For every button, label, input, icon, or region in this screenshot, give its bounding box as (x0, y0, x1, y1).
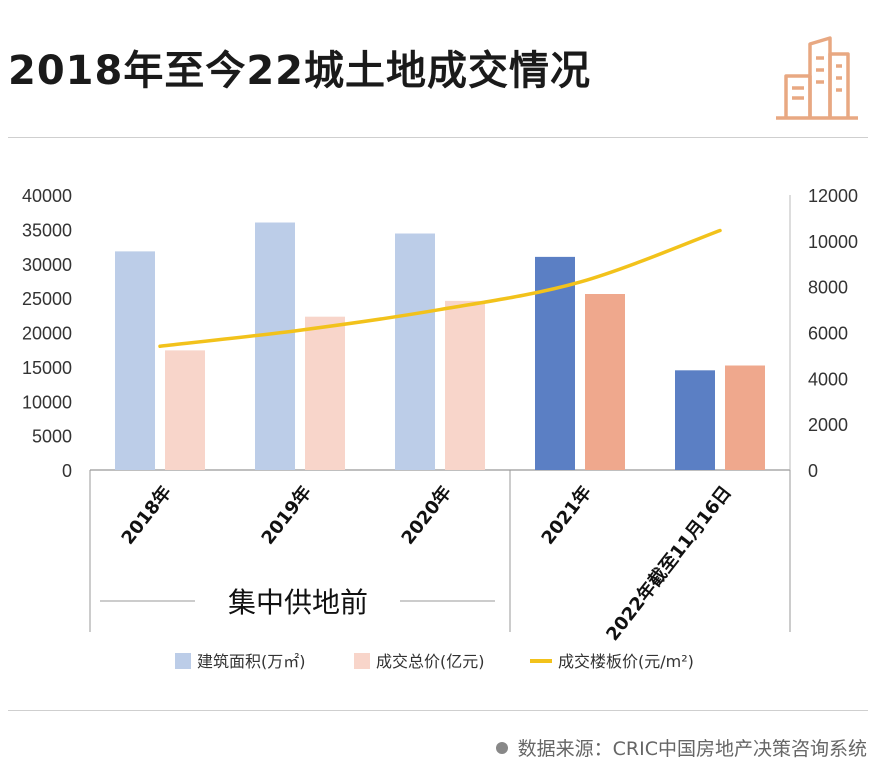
x-tick-label: 2022年截至11月16日 (602, 482, 736, 645)
y-left-tick-label: 25000 (22, 289, 72, 309)
x-tick-label: 2021年 (537, 482, 596, 549)
y-left-tick-label: 5000 (32, 427, 72, 447)
source-text: 数据来源：CRIC中国房地产决策咨询系统 (517, 738, 867, 760)
bar (445, 300, 485, 470)
bar (165, 350, 205, 470)
legend-swatch (175, 653, 191, 669)
footer-divider (8, 710, 868, 711)
bar (585, 294, 625, 470)
legend-label: 成交总价(亿元) (376, 652, 485, 671)
y-left-tick-label: 20000 (22, 324, 72, 344)
y-right-tick-label: 6000 (808, 324, 848, 344)
y-right-tick-label: 2000 (808, 415, 848, 435)
y-left-tick-label: 30000 (22, 255, 72, 275)
legend-label: 成交楼板价(元/m²) (558, 652, 694, 671)
bar (255, 222, 295, 470)
y-left-tick-label: 40000 (22, 186, 72, 206)
series-line (158, 228, 722, 348)
y-right-tick-label: 8000 (808, 278, 848, 298)
x-tick-label: 2018年 (117, 482, 176, 549)
y-left-tick-label: 35000 (22, 220, 72, 240)
legend-swatch (354, 653, 370, 669)
bar (115, 251, 155, 470)
source-note: 数据来源：CRIC中国房地产决策咨询系统 (495, 734, 867, 761)
bar (395, 233, 435, 470)
legend-label: 建筑面积(万㎡) (197, 652, 306, 671)
y-right-tick-label: 10000 (808, 232, 858, 252)
y-left-tick-label: 15000 (22, 358, 72, 378)
bar (675, 370, 715, 470)
y-left-tick-label: 0 (62, 461, 72, 481)
y-right-tick-label: 4000 (808, 369, 848, 389)
header-divider (8, 137, 868, 138)
page-title: 2018年至今22城土地成交情况 (8, 48, 591, 94)
x-tick-label: 2019年 (257, 482, 316, 549)
x-tick-label: 2020年 (397, 482, 456, 549)
y-right-tick-label: 12000 (808, 186, 858, 206)
y-left-tick-label: 10000 (22, 392, 72, 412)
building-icon (776, 36, 858, 120)
y-right-tick-label: 0 (808, 461, 818, 481)
bullet-icon (495, 741, 508, 754)
chart: 0500010000150002000025000300003500040000… (22, 186, 858, 671)
bar (305, 316, 345, 470)
group-label: 集中供地前 (228, 586, 368, 619)
bar (725, 365, 765, 470)
